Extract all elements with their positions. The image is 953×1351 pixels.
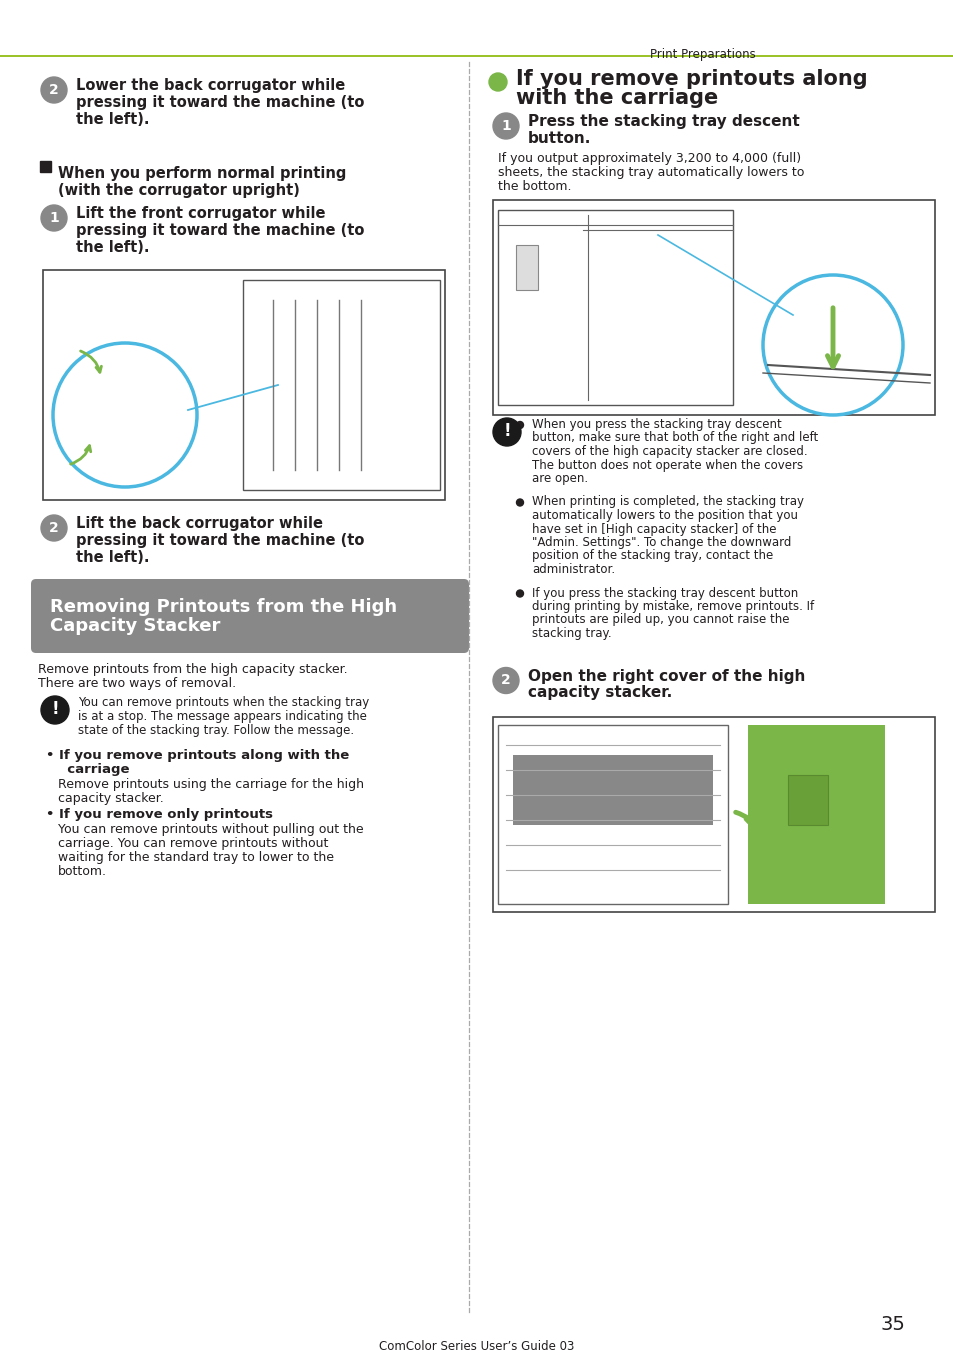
Text: Open the right cover of the high: Open the right cover of the high xyxy=(527,669,804,684)
Circle shape xyxy=(41,77,67,103)
Circle shape xyxy=(493,113,518,139)
Text: sheets, the stacking tray automatically lowers to: sheets, the stacking tray automatically … xyxy=(497,166,803,178)
Text: is at a stop. The message appears indicating the: is at a stop. The message appears indica… xyxy=(78,711,367,723)
Bar xyxy=(497,724,727,904)
Text: (with the corrugator upright): (with the corrugator upright) xyxy=(58,182,299,199)
Text: carriage: carriage xyxy=(58,763,130,775)
Text: pressing it toward the machine (to: pressing it toward the machine (to xyxy=(76,95,364,109)
Text: Removing Printouts from the High: Removing Printouts from the High xyxy=(50,598,396,616)
Circle shape xyxy=(516,422,523,428)
Text: ComColor Series User’s Guide 03: ComColor Series User’s Guide 03 xyxy=(379,1340,574,1351)
Circle shape xyxy=(41,205,67,231)
Text: button, make sure that both of the right and left: button, make sure that both of the right… xyxy=(532,431,818,444)
Text: Lift the front corrugator while: Lift the front corrugator while xyxy=(76,205,325,222)
Text: When printing is completed, the stacking tray: When printing is completed, the stacking… xyxy=(532,496,803,508)
Bar xyxy=(493,716,934,912)
Text: stacking tray.: stacking tray. xyxy=(532,627,611,640)
Bar xyxy=(787,774,827,824)
Circle shape xyxy=(493,667,518,693)
Text: have set in [High capacity stacker] of the: have set in [High capacity stacker] of t… xyxy=(532,523,776,535)
Text: Print Preparations: Print Preparations xyxy=(649,49,755,61)
Text: carriage. You can remove printouts without: carriage. You can remove printouts witho… xyxy=(58,838,328,850)
Text: Capacity Stacker: Capacity Stacker xyxy=(50,617,220,635)
Circle shape xyxy=(516,499,523,507)
Circle shape xyxy=(41,515,67,540)
Text: 2: 2 xyxy=(49,82,59,97)
Text: Press the stacking tray descent: Press the stacking tray descent xyxy=(527,113,799,128)
Text: bottom.: bottom. xyxy=(58,865,107,878)
Text: Remove printouts from the high capacity stacker.: Remove printouts from the high capacity … xyxy=(38,663,347,676)
Text: covers of the high capacity stacker are closed.: covers of the high capacity stacker are … xyxy=(532,444,807,458)
Text: the bottom.: the bottom. xyxy=(497,180,571,193)
Text: position of the stacking tray, contact the: position of the stacking tray, contact t… xyxy=(532,550,773,562)
Bar xyxy=(513,754,712,824)
Bar xyxy=(516,245,537,290)
Text: the left).: the left). xyxy=(76,550,150,565)
Text: the left).: the left). xyxy=(76,240,150,255)
Text: Remove printouts using the carriage for the high: Remove printouts using the carriage for … xyxy=(58,778,364,790)
Text: pressing it toward the machine (to: pressing it toward the machine (to xyxy=(76,223,364,238)
Text: pressing it toward the machine (to: pressing it toward the machine (to xyxy=(76,534,364,549)
Text: printouts are piled up, you cannot raise the: printouts are piled up, you cannot raise… xyxy=(532,613,789,627)
Text: If you remove printouts along: If you remove printouts along xyxy=(516,69,866,89)
Text: "Admin. Settings". To change the downward: "Admin. Settings". To change the downwar… xyxy=(532,536,791,549)
FancyBboxPatch shape xyxy=(30,580,469,653)
Text: When you perform normal printing: When you perform normal printing xyxy=(58,166,346,181)
Circle shape xyxy=(489,73,506,91)
Text: You can remove printouts when the stacking tray: You can remove printouts when the stacki… xyxy=(78,696,369,709)
Text: When you press the stacking tray descent: When you press the stacking tray descent xyxy=(532,417,781,431)
Text: 1: 1 xyxy=(500,119,511,132)
Text: 35: 35 xyxy=(880,1315,904,1333)
Bar xyxy=(43,270,444,500)
Bar xyxy=(497,209,732,405)
Text: 2: 2 xyxy=(49,521,59,535)
Text: There are two ways of removal.: There are two ways of removal. xyxy=(38,677,236,690)
Text: !: ! xyxy=(51,700,59,717)
Text: during printing by mistake, remove printouts. If: during printing by mistake, remove print… xyxy=(532,600,813,613)
Circle shape xyxy=(516,590,523,597)
Bar xyxy=(40,161,51,172)
Text: !: ! xyxy=(502,422,510,440)
Text: with the carriage: with the carriage xyxy=(516,88,718,108)
Text: • If you remove printouts along with the: • If you remove printouts along with the xyxy=(46,748,349,762)
Circle shape xyxy=(41,696,69,724)
Text: 1: 1 xyxy=(49,211,59,226)
Text: button.: button. xyxy=(527,131,591,146)
Bar xyxy=(243,280,439,490)
Text: state of the stacking tray. Follow the message.: state of the stacking tray. Follow the m… xyxy=(78,724,354,738)
Text: are open.: are open. xyxy=(532,471,587,485)
Text: administrator.: administrator. xyxy=(532,563,615,576)
Text: The button does not operate when the covers: The button does not operate when the cov… xyxy=(532,458,802,471)
Text: • If you remove only printouts: • If you remove only printouts xyxy=(46,808,273,821)
Text: automatically lowers to the position that you: automatically lowers to the position tha… xyxy=(532,509,797,521)
Text: Lower the back corrugator while: Lower the back corrugator while xyxy=(76,78,345,93)
Text: capacity stacker.: capacity stacker. xyxy=(58,792,164,805)
Text: the left).: the left). xyxy=(76,112,150,127)
Circle shape xyxy=(493,417,520,446)
Text: waiting for the standard tray to lower to the: waiting for the standard tray to lower t… xyxy=(58,851,334,865)
Text: If you press the stacking tray descent button: If you press the stacking tray descent b… xyxy=(532,586,798,600)
Text: capacity stacker.: capacity stacker. xyxy=(527,685,672,701)
Text: Lift the back corrugator while: Lift the back corrugator while xyxy=(76,516,323,531)
Text: You can remove printouts without pulling out the: You can remove printouts without pulling… xyxy=(58,823,363,836)
Bar xyxy=(747,724,884,904)
Bar xyxy=(493,200,934,415)
Text: If you output approximately 3,200 to 4,000 (full): If you output approximately 3,200 to 4,0… xyxy=(497,153,801,165)
Text: 2: 2 xyxy=(500,674,511,688)
